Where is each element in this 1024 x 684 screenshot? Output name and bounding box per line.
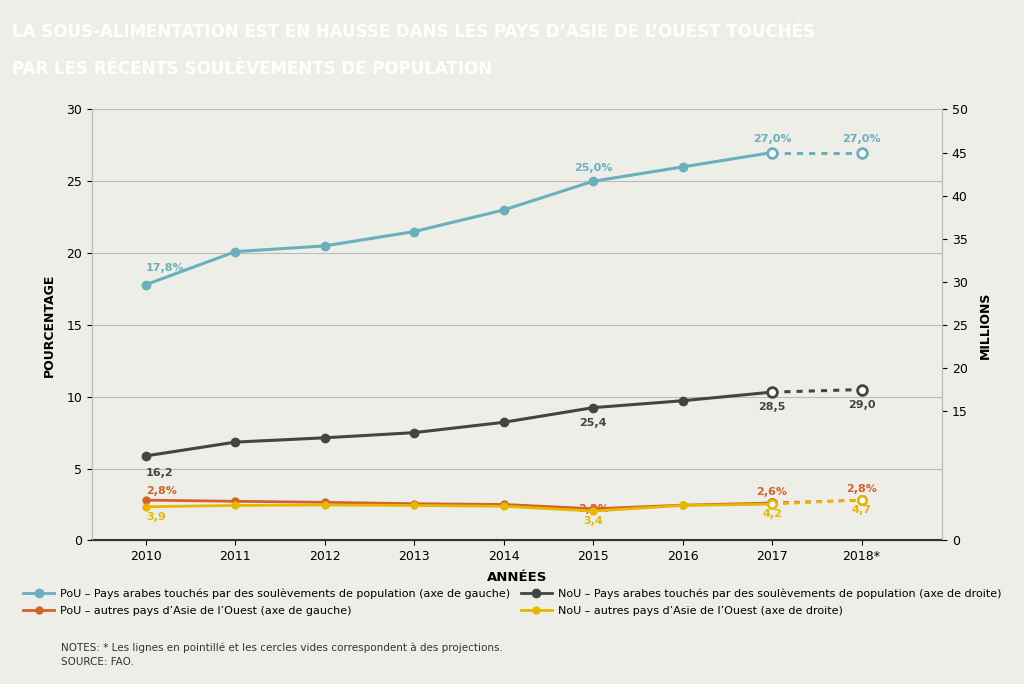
Text: 2,2%: 2,2% (578, 503, 608, 514)
Text: 27,0%: 27,0% (843, 134, 881, 144)
Text: 2,8%: 2,8% (145, 486, 177, 496)
Text: PAR LES RÉCENTS SOULÈVEMENTS DE POPULATION: PAR LES RÉCENTS SOULÈVEMENTS DE POPULATI… (12, 60, 493, 78)
Y-axis label: MILLIONS: MILLIONS (979, 291, 992, 358)
Text: 27,0%: 27,0% (753, 134, 792, 144)
Text: 3,4: 3,4 (584, 516, 603, 526)
Legend: PoU – Pays arabes touchés par des soulèvements de population (axe de gauche), Po: PoU – Pays arabes touchés par des soulèv… (18, 584, 1006, 620)
Text: 2,8%: 2,8% (846, 484, 877, 494)
Text: 4,2: 4,2 (762, 510, 782, 519)
Text: 25,0%: 25,0% (574, 163, 612, 172)
X-axis label: ANNÉES: ANNÉES (487, 571, 547, 584)
Text: 3,9: 3,9 (145, 512, 166, 522)
Text: 17,8%: 17,8% (145, 263, 184, 273)
Text: LA SOUS-ALIMENTATION EST EN HAUSSE DANS LES PAYS D’ASIE DE L’OUEST TOUCHÉS: LA SOUS-ALIMENTATION EST EN HAUSSE DANS … (12, 23, 815, 41)
Text: 4,7: 4,7 (852, 505, 871, 515)
Text: 28,5: 28,5 (759, 402, 785, 412)
Y-axis label: POURCENTAGE: POURCENTAGE (42, 273, 55, 377)
Text: NOTES: * Les lignes en pointillé et les cercles vides correspondent à des projec: NOTES: * Les lignes en pointillé et les … (61, 643, 504, 653)
Text: SOURCE: FAO.: SOURCE: FAO. (61, 657, 134, 667)
Text: 2,6%: 2,6% (757, 487, 787, 497)
Text: 16,2: 16,2 (145, 468, 173, 478)
Text: 25,4: 25,4 (580, 418, 607, 428)
Text: 29,0: 29,0 (848, 400, 876, 410)
